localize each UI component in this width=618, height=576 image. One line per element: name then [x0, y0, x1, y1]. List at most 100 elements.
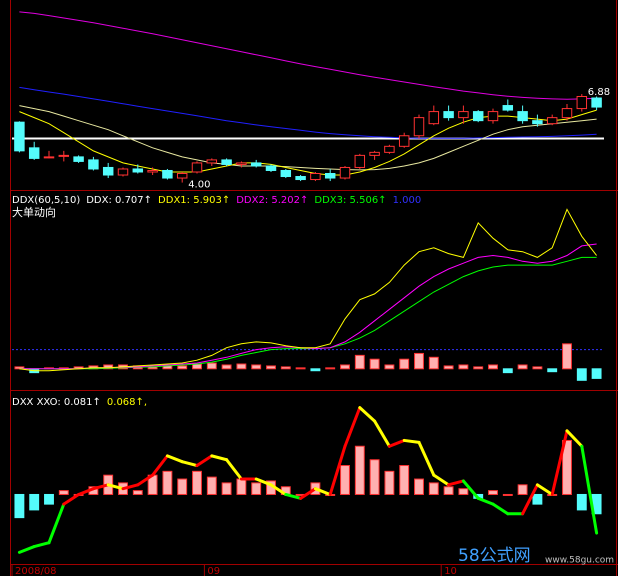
bar [14, 493, 25, 519]
high-annotation: 6.88 [588, 87, 610, 98]
candle-body [132, 168, 144, 173]
x-tick-label: 09 [207, 566, 220, 576]
bar [192, 470, 202, 495]
bar [44, 493, 54, 505]
bar [502, 493, 513, 496]
line-segment [402, 438, 421, 444]
candle-body [369, 151, 380, 156]
candle-body [147, 169, 158, 173]
bar [221, 364, 232, 370]
legend-entry: DXX XXO: 0.081↑ [12, 397, 101, 408]
line-segment [328, 444, 347, 496]
bar [517, 484, 528, 495]
bar [428, 356, 439, 370]
candle-body [428, 111, 440, 125]
bar [443, 365, 454, 370]
candle-body [102, 166, 114, 176]
legend-entry: DDX2: 5.202↑ [236, 195, 308, 206]
bar [488, 490, 498, 495]
bar [532, 366, 543, 370]
line-segment [313, 487, 332, 496]
bar [591, 368, 602, 379]
bar [192, 363, 202, 370]
bar [562, 343, 572, 370]
line-segment [343, 406, 362, 448]
bar [399, 358, 410, 370]
legend-entry: 0.068↑, [107, 397, 147, 408]
candle-body [206, 159, 218, 164]
line-segment [565, 429, 584, 448]
bar [369, 459, 380, 495]
line-segment [417, 440, 436, 477]
line-segment [358, 406, 377, 423]
candle-body [191, 162, 203, 173]
bar [547, 368, 558, 373]
line-series [19, 208, 597, 372]
candle-body [250, 162, 262, 167]
candle-body [88, 159, 99, 170]
bar [354, 354, 365, 370]
bar [177, 478, 188, 495]
candle-body [413, 117, 425, 137]
line-segment [121, 483, 140, 491]
bar [340, 465, 350, 495]
legend-entry: 1.000 [393, 195, 422, 206]
line-segment [580, 444, 599, 535]
candle-body [517, 111, 528, 122]
bar [399, 465, 410, 495]
line-segment [165, 454, 184, 464]
line-series [19, 86, 597, 139]
line-segment [387, 438, 406, 448]
candle-body [591, 97, 602, 108]
bar [576, 368, 587, 381]
line-segment [550, 429, 569, 496]
bar [354, 445, 365, 495]
line-segment [254, 477, 273, 487]
candle-body [265, 165, 277, 171]
bar [340, 364, 350, 370]
line-segment [62, 492, 81, 506]
bar [280, 366, 291, 370]
line-segment [77, 487, 95, 496]
bar [206, 476, 217, 495]
bar [310, 368, 321, 372]
bar [576, 493, 587, 511]
line-segment [151, 454, 169, 477]
candle-body [236, 162, 247, 165]
bar [236, 478, 247, 495]
line-segment [210, 454, 229, 462]
bar [236, 363, 247, 370]
bar [428, 482, 439, 495]
candle-body [310, 173, 321, 181]
candle-body [221, 159, 232, 165]
candle-body [28, 147, 40, 159]
bar [532, 493, 543, 505]
candle-body [398, 135, 410, 147]
bar [562, 439, 572, 495]
candle-body [176, 173, 188, 179]
bar [251, 482, 262, 495]
low-annotation: 4.00 [188, 180, 210, 191]
bar [517, 364, 528, 370]
bar [443, 486, 454, 495]
line-segment [284, 492, 303, 500]
watermark-logo: 58公式网 [458, 546, 531, 566]
candle-body [58, 154, 70, 157]
line-segment [32, 541, 51, 549]
bar [162, 470, 173, 495]
candle-body [117, 168, 129, 176]
line-segment [476, 496, 495, 506]
x-tick-label: 2008/08 [15, 566, 57, 576]
candle-body [443, 111, 454, 119]
candle-body [73, 156, 84, 162]
bar [325, 367, 336, 370]
legend-entry: DDX(60,5,10) [12, 195, 80, 206]
candle-body [384, 145, 395, 153]
line-series [19, 105, 597, 171]
bar [502, 368, 513, 374]
frame [10, 0, 618, 576]
candle-body [546, 117, 558, 125]
candle-body [458, 111, 469, 119]
